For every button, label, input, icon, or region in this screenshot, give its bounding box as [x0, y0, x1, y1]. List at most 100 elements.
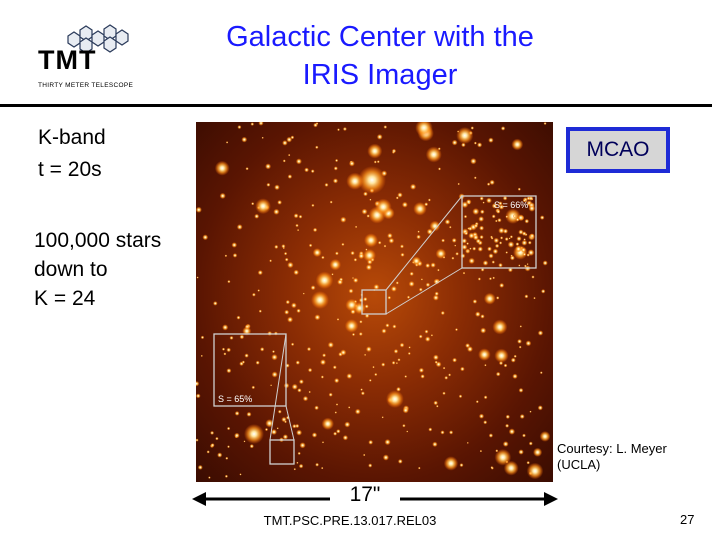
inset-star [529, 233, 535, 239]
star [351, 332, 356, 337]
star [475, 311, 481, 317]
star [266, 182, 271, 187]
star [458, 394, 463, 399]
star [304, 167, 309, 173]
title-line-1: Galactic Center with the [226, 21, 534, 53]
inset-star [496, 209, 501, 214]
star [420, 278, 423, 281]
star [295, 158, 302, 165]
logo-subtitle: THIRTY METER TELESCOPE [38, 82, 134, 89]
slide-title: Galactic Center with the IRIS Imager [170, 18, 590, 94]
star [277, 409, 282, 414]
star [361, 208, 368, 215]
star [432, 441, 438, 447]
star [291, 383, 298, 390]
star [239, 334, 245, 340]
inset-star [516, 236, 522, 242]
star [428, 427, 433, 432]
inset-star [472, 208, 480, 215]
star [434, 291, 439, 296]
star [499, 282, 505, 288]
inset-star [502, 195, 508, 201]
inset-star [524, 264, 527, 268]
star [312, 227, 318, 233]
inset-star [487, 246, 492, 252]
star [234, 432, 240, 439]
bright-star [413, 202, 427, 216]
star [377, 240, 382, 245]
star [424, 336, 431, 342]
bright-star [244, 424, 264, 444]
star [264, 427, 269, 432]
star [462, 271, 466, 275]
bright-star [321, 417, 334, 430]
star [418, 466, 421, 470]
star [332, 178, 339, 184]
star [234, 411, 240, 416]
star [332, 365, 337, 370]
star [308, 390, 311, 394]
mcao-badge: MCAO [566, 127, 670, 173]
star [433, 354, 439, 361]
star [274, 244, 279, 249]
star [226, 368, 232, 374]
credit-line-2: (UCLA) [557, 457, 601, 472]
star [407, 352, 411, 355]
star [440, 310, 445, 316]
star [475, 400, 479, 404]
star [271, 354, 278, 361]
star [383, 125, 388, 129]
stars-line-3: K = 24 [34, 287, 96, 310]
star-count-text: 100,000 stars down to K = 24 [34, 226, 161, 313]
star [363, 297, 368, 302]
star [339, 277, 344, 282]
star [197, 464, 203, 470]
title-line-2: IRIS Imager [302, 59, 458, 91]
star [243, 440, 246, 443]
star [400, 244, 404, 249]
galactic-center-image: S = 66% S = 65% [196, 122, 553, 482]
star [383, 244, 387, 248]
star [314, 314, 321, 321]
inset-star [490, 235, 493, 239]
star [297, 229, 300, 232]
bright-star [503, 460, 519, 476]
star [397, 358, 401, 362]
star [513, 354, 517, 358]
inset-star [488, 253, 494, 259]
star [232, 253, 238, 258]
star [502, 441, 509, 447]
inset-star [463, 214, 468, 219]
star [528, 441, 533, 446]
star [518, 449, 524, 455]
inset-star [498, 201, 503, 206]
bright-star [364, 233, 378, 248]
star [430, 334, 434, 337]
bright-star [494, 348, 509, 363]
star [297, 388, 302, 393]
star [478, 413, 485, 419]
star [470, 126, 474, 130]
star [480, 314, 485, 319]
inset-star [472, 246, 477, 251]
star [307, 367, 313, 373]
star [360, 388, 363, 391]
star [449, 430, 454, 435]
inset-star [499, 241, 503, 245]
star [265, 163, 272, 170]
exposure-label: t = 20s [38, 158, 102, 181]
star [273, 208, 280, 215]
star [410, 183, 417, 190]
inset-star [479, 196, 484, 201]
star [257, 289, 260, 292]
star [424, 329, 429, 334]
star [452, 357, 457, 363]
star [227, 445, 230, 449]
stars-line-2: down to [34, 258, 108, 281]
brightest-star [358, 166, 386, 194]
star [437, 268, 440, 272]
star [282, 140, 288, 146]
star [543, 122, 547, 125]
star [483, 420, 488, 425]
star [354, 225, 358, 229]
